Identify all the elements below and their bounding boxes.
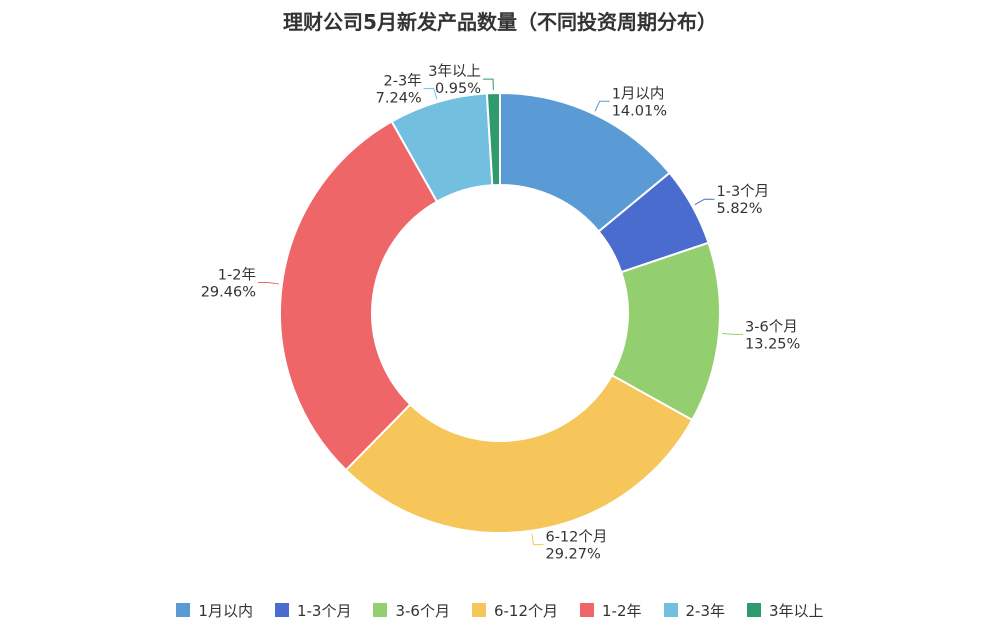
slice-category-label-6: 2-3年 (384, 73, 422, 90)
legend-label: 6-12个月 (493, 601, 559, 620)
legend-label: 1-2年 (602, 601, 642, 620)
leader-line-7 (483, 78, 494, 91)
leader-line-2 (694, 198, 715, 206)
legend-swatch (274, 603, 289, 617)
legend-label: 2-3年 (685, 601, 726, 620)
slice-value-label-5: 29.46% (201, 285, 256, 301)
slice-value-label-1: 14.01% (612, 103, 667, 119)
slices-group (279, 91, 721, 534)
slice-category-label-3: 3-6个月 (745, 318, 798, 335)
legend-swatch (176, 603, 191, 617)
legend-item-2[interactable]: 1-3个月 (274, 600, 352, 621)
slice-category-label-1: 1月以内 (612, 85, 665, 102)
leader-line-3 (722, 332, 744, 335)
leader-line-5 (257, 282, 279, 285)
leader-lines-group (257, 78, 744, 546)
leader-line-6 (423, 88, 438, 100)
legend-item-7[interactable]: 3年以上 (747, 600, 824, 621)
slice-value-label-4: 29.27% (545, 547, 600, 563)
leader-line-1 (594, 100, 610, 112)
chart-title: 理财公司5月新发产品数量（不同投资周期分布） (283, 10, 717, 34)
slice-7[interactable] (485, 91, 501, 187)
slice-category-label-7: 3年以上 (428, 63, 481, 80)
legend-label: 3-6个月 (395, 601, 450, 620)
legend-swatch (471, 603, 486, 617)
slice-value-label-7: 0.95% (435, 81, 481, 97)
legend-item-3[interactable]: 3-6个月 (373, 600, 450, 621)
legend-label: 3年以上 (769, 601, 824, 620)
slice-value-label-2: 5.82% (716, 201, 762, 217)
legend-swatch (663, 603, 678, 617)
legend-item-5[interactable]: 1-2年 (580, 600, 642, 621)
slice-5[interactable] (279, 120, 439, 472)
legend: 1月以内 1-3个月 3-6个月 6-12个月 1-2年 2-3年 3年以上 (0, 598, 1000, 622)
leader-line-4 (531, 533, 544, 546)
slice-labels-group: 1月以内14.01%1-3个月5.82%3-6个月13.25%6-12个月29.… (201, 63, 801, 562)
slice-category-label-2: 1-3个月 (716, 183, 769, 200)
legend-label: 1-3个月 (296, 601, 352, 620)
legend-label: 1月以内 (198, 601, 253, 620)
legend-item-1[interactable]: 1月以内 (176, 600, 253, 621)
legend-item-6[interactable]: 2-3年 (663, 600, 726, 621)
legend-swatch (747, 603, 762, 617)
slice-category-label-5: 1-2年 (218, 267, 256, 284)
legend-swatch (580, 603, 595, 617)
legend-swatch (373, 603, 388, 617)
slice-4[interactable] (344, 373, 694, 534)
slice-value-label-6: 7.24% (376, 91, 422, 107)
slice-category-label-4: 6-12个月 (545, 529, 607, 546)
legend-item-4[interactable]: 6-12个月 (471, 600, 559, 621)
slice-value-label-3: 13.25% (745, 336, 800, 352)
